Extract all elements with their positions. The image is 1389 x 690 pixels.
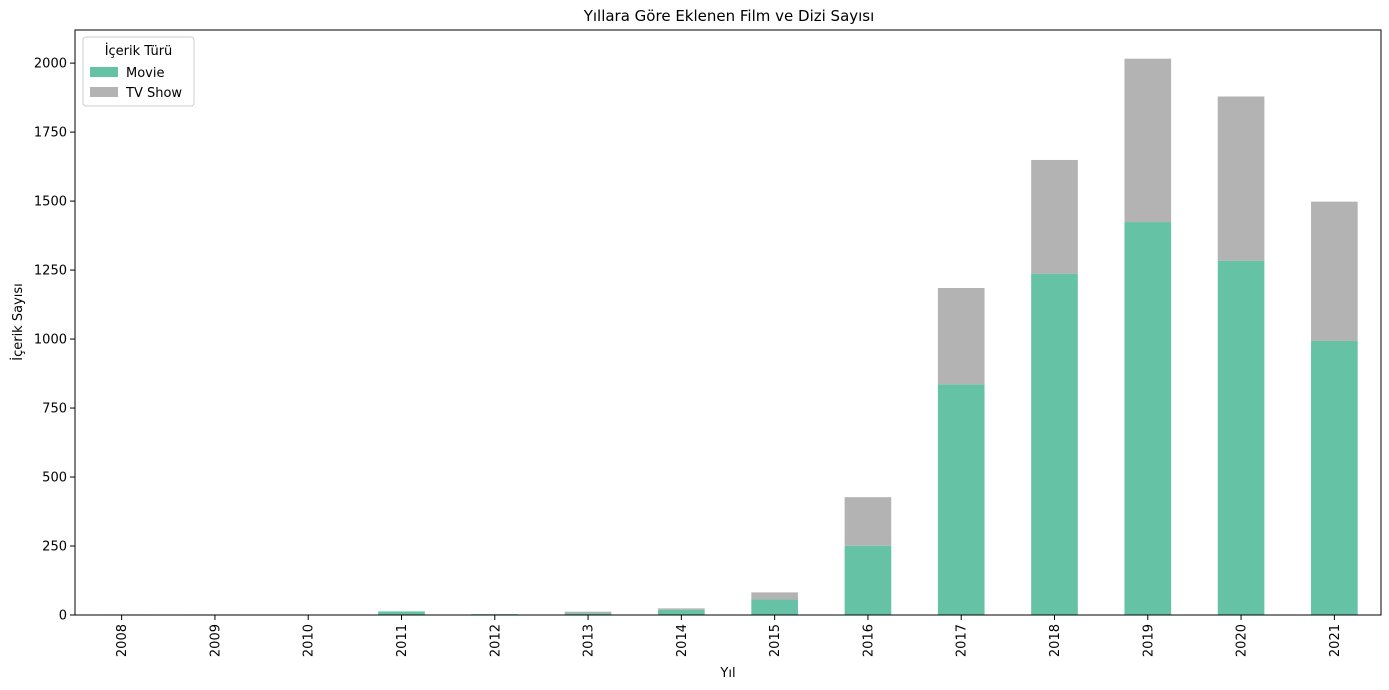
bar-movie-2011: [378, 611, 425, 615]
x-axis: 2008 2009 2010 2011 2012 2013 2014 2015 2016 2017…: [115, 615, 1343, 657]
y-tick-label: 750: [42, 402, 67, 417]
y-tick-label: 1250: [34, 264, 67, 279]
bar-movie-2020: [1217, 260, 1265, 615]
x-tick-label: 2017: [955, 624, 970, 657]
legend: İçerik Türü Movie TV Show: [82, 36, 195, 107]
chart-title: Yıllara Göre Eklenen Film ve Dizi Sayısı: [583, 7, 875, 25]
x-tick-label: 2013: [582, 624, 597, 657]
y-tick-label: 250: [42, 540, 67, 555]
y-axis: 0 250 500 750 1000 1250 1500 1750 2000: [34, 57, 75, 624]
x-tick-label: 2021: [1328, 624, 1343, 657]
bar-movie-2021: [1311, 340, 1358, 615]
bar-tv-show-2021: [1311, 201, 1358, 341]
bar-tv-show-2013: [564, 611, 612, 614]
bar-movie-2016: [844, 545, 892, 615]
legend-label-movie: Movie: [126, 66, 164, 81]
bar-movie-2015: [751, 599, 798, 615]
bar-movie-2018: [1031, 273, 1078, 615]
bar-tv-show-2017: [937, 288, 985, 385]
x-tick-label: 2020: [1235, 624, 1250, 657]
y-tick-label: 2000: [34, 57, 67, 72]
bar-tv-show-2015: [751, 592, 798, 600]
x-tick-label: 2009: [208, 624, 223, 657]
bars-group: [98, 58, 1358, 615]
x-tick-label: 2018: [1048, 624, 1063, 657]
bar-tv-show-2018: [1031, 159, 1078, 274]
y-tick-label: 1000: [34, 333, 67, 348]
x-tick-label: 2019: [1141, 624, 1156, 657]
x-tick-label: 2008: [115, 624, 130, 657]
x-tick-label: 2012: [488, 624, 503, 657]
bar-tv-show-2019: [1124, 58, 1172, 223]
x-tick-label: 2011: [395, 624, 410, 657]
y-tick-label: 0: [59, 609, 67, 624]
y-axis-label: İçerik Sayısı: [10, 283, 26, 361]
legend-title: İçerik Türü: [105, 43, 173, 59]
legend-label-tv-show: TV Show: [125, 86, 182, 101]
bar-tv-show-2016: [844, 497, 892, 546]
y-tick-label: 1750: [34, 126, 67, 141]
plot-frame: [74, 29, 1382, 616]
bar-tv-show-2014: [658, 608, 705, 610]
x-tick-label: 2010: [302, 624, 317, 657]
x-tick-label: 2014: [675, 624, 690, 657]
y-tick-label: 1500: [34, 195, 67, 210]
legend-swatch-movie: [90, 67, 118, 77]
bar-movie-2017: [937, 384, 985, 615]
legend-swatch-tv-show: [90, 87, 118, 97]
bar-movie-2014: [658, 609, 705, 615]
x-tick-label: 2016: [861, 624, 876, 657]
bar-tv-show-2020: [1217, 96, 1265, 261]
x-tick-label: 2015: [768, 624, 783, 657]
x-axis-label: Yıl: [719, 666, 735, 681]
y-tick-label: 500: [42, 471, 67, 486]
bar-movie-2019: [1124, 222, 1172, 615]
bar-movie-2013: [564, 613, 612, 615]
